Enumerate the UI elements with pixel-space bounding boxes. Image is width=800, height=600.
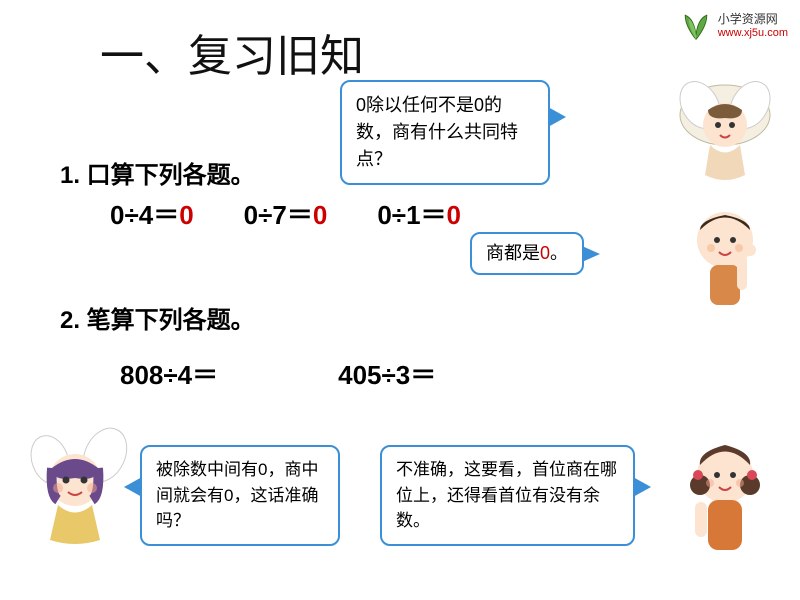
speech-bubble-angel-question: 0除以任何不是0的数，商有什么共同特点？ <box>340 80 550 185</box>
speech4-text: 不准确，这要看，首位商在哪位上，还得看首位有没有余数。 <box>396 460 617 530</box>
speech2-pre: 商都是 <box>486 243 540 263</box>
girl-character-1 <box>670 430 790 570</box>
page-title: 一、复习旧知 <box>100 20 364 84</box>
equation-1a: 0÷4＝0 <box>110 195 194 232</box>
equation-row-1: 0÷4＝0 0÷7＝0 0÷1＝0 <box>110 195 461 232</box>
speech3-text: 被除数中间有0，商中间就会有0，这话准确吗？ <box>156 460 318 530</box>
speech1-text: 0除以任何不是0的数，商有什么共同特点？ <box>356 95 518 169</box>
logo-text-url: www.xj5u.com <box>718 27 788 39</box>
leaf-icon <box>678 8 714 44</box>
speech2-ans: 0 <box>540 243 550 263</box>
eq1a-answer: 0 <box>179 200 193 230</box>
eq1c-answer: 0 <box>447 200 461 230</box>
equation-row-2: 808÷4＝ 405÷3＝ <box>120 355 436 392</box>
equation-2a: 808÷4＝ <box>120 355 218 392</box>
eq1a-expr: 0÷4＝ <box>110 200 179 230</box>
speech2-post: 。 <box>550 243 568 263</box>
equation-2b: 405÷3＝ <box>338 355 436 392</box>
eq1b-answer: 0 <box>313 200 327 230</box>
angel-character-2 <box>10 420 140 550</box>
eq1b-expr: 0÷7＝ <box>244 200 313 230</box>
site-logo: 小学资源网 www.xj5u.com <box>678 8 788 44</box>
speech-bubble-angel2-question: 被除数中间有0，商中间就会有0，这话准确吗？ <box>140 445 340 546</box>
eq1c-expr: 0÷1＝ <box>377 200 446 230</box>
question-2-label: 2. 笔算下列各题。 <box>60 300 255 335</box>
angel-character-1 <box>660 70 790 190</box>
speech-bubble-boy-answer: 商都是0。 <box>470 232 584 275</box>
question-1-label: 1. 口算下列各题。 <box>60 155 255 190</box>
equation-1c: 0÷1＝0 <box>377 195 461 232</box>
boy-character-1 <box>675 200 780 320</box>
equation-1b: 0÷7＝0 <box>244 195 328 232</box>
logo-text-cn: 小学资源网 <box>718 13 788 26</box>
speech-bubble-girl-answer: 不准确，这要看，首位商在哪位上，还得看首位有没有余数。 <box>380 445 635 546</box>
